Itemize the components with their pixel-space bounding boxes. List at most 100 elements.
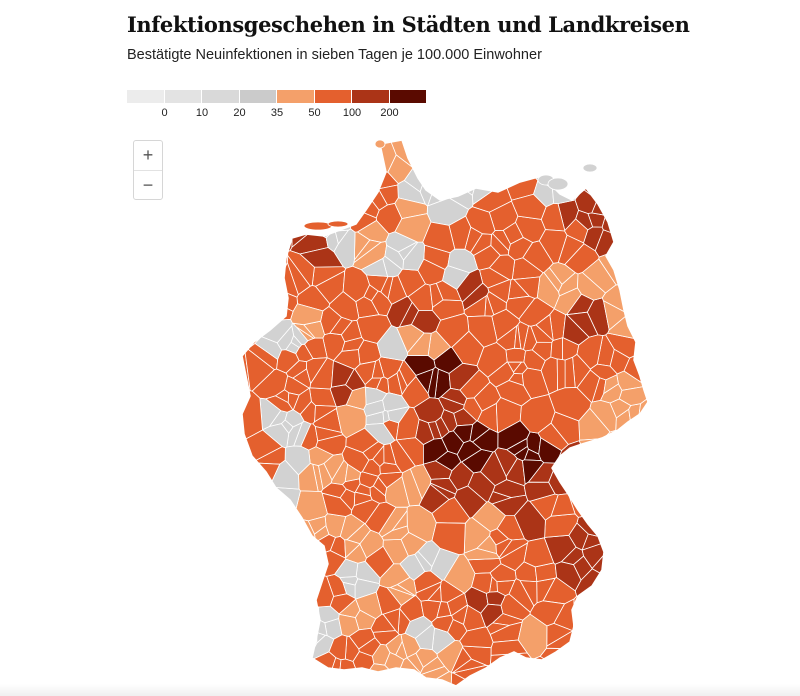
district-region[interactable] (535, 313, 554, 341)
district-region[interactable] (272, 193, 306, 224)
district-region[interactable] (556, 358, 566, 391)
district-region[interactable] (614, 533, 650, 573)
district-region[interactable] (230, 634, 275, 669)
district-region[interactable] (498, 138, 534, 159)
district-region[interactable] (513, 276, 541, 299)
district-region[interactable] (279, 620, 312, 653)
district-region[interactable] (230, 256, 277, 281)
district-region[interactable] (628, 484, 648, 506)
district-region[interactable] (335, 138, 351, 165)
district-region[interactable] (339, 147, 376, 186)
district-region[interactable] (269, 282, 286, 297)
district-region[interactable] (382, 608, 401, 635)
district-region[interactable] (280, 537, 297, 571)
district-region[interactable] (331, 360, 355, 388)
district-region[interactable] (633, 494, 650, 508)
district-region[interactable] (274, 580, 307, 610)
district-region[interactable] (413, 397, 445, 424)
district-region[interactable] (616, 427, 645, 453)
district-region[interactable] (285, 592, 311, 624)
district-region[interactable] (429, 482, 456, 500)
district-region[interactable] (341, 445, 370, 473)
district-region[interactable] (398, 301, 420, 328)
district-region[interactable] (254, 250, 289, 285)
district-region[interactable] (557, 234, 585, 265)
district-region[interactable] (314, 425, 344, 442)
district-region[interactable] (533, 155, 545, 172)
district-region[interactable] (465, 206, 496, 235)
district-region[interactable] (276, 349, 300, 374)
district-region[interactable] (581, 258, 617, 294)
district-region[interactable] (230, 173, 243, 193)
district-region[interactable] (441, 430, 465, 455)
district-region[interactable] (639, 431, 650, 458)
district-region[interactable] (603, 374, 619, 395)
district-region[interactable] (232, 503, 250, 522)
district-region[interactable] (607, 170, 631, 201)
district-region[interactable] (479, 138, 515, 172)
district-region[interactable] (535, 138, 550, 163)
district-region[interactable] (422, 138, 449, 164)
district-region[interactable] (230, 138, 272, 177)
district-region[interactable] (230, 235, 253, 274)
district-region[interactable] (599, 456, 620, 483)
district-region[interactable] (498, 538, 529, 560)
district-region[interactable] (314, 404, 338, 423)
district-region[interactable] (451, 604, 469, 625)
district-region[interactable] (611, 607, 630, 623)
district-region[interactable] (614, 211, 646, 249)
district-region[interactable] (353, 239, 382, 264)
district-region[interactable] (230, 481, 239, 514)
district-region[interactable] (620, 175, 645, 215)
district-region[interactable] (543, 267, 563, 293)
zoom-out-button[interactable]: − (134, 170, 162, 200)
district-region[interactable] (523, 481, 556, 502)
district-region[interactable] (587, 501, 617, 525)
district-region[interactable] (280, 419, 294, 434)
district-region[interactable] (601, 190, 624, 213)
district-region[interactable] (451, 658, 488, 674)
district-region[interactable] (328, 634, 348, 661)
district-region[interactable] (631, 173, 650, 223)
district-region[interactable] (334, 229, 350, 245)
district-region[interactable] (594, 138, 630, 169)
district-region[interactable] (310, 138, 332, 159)
district-region[interactable] (378, 563, 411, 589)
district-region[interactable] (601, 515, 636, 551)
district-region[interactable] (382, 409, 390, 423)
map-canvas[interactable] (230, 138, 650, 694)
district-region[interactable] (456, 268, 484, 303)
zoom-in-button[interactable]: + (142, 145, 154, 165)
district-region[interactable] (489, 528, 510, 546)
district-region[interactable] (230, 512, 255, 532)
district-region[interactable] (556, 652, 583, 679)
district-region[interactable] (230, 178, 259, 200)
district-region[interactable] (230, 191, 248, 215)
district-region[interactable] (256, 639, 287, 671)
district-region[interactable] (234, 205, 270, 224)
district-region[interactable] (273, 543, 284, 564)
district-region[interactable] (507, 237, 534, 261)
district-region[interactable] (579, 635, 612, 663)
district-region[interactable] (453, 138, 486, 159)
district-region[interactable] (625, 504, 650, 541)
district-region[interactable] (617, 138, 650, 176)
district-region[interactable] (414, 550, 433, 572)
district-region[interactable] (295, 170, 337, 193)
district-region[interactable] (419, 656, 446, 676)
district-region[interactable] (387, 154, 414, 185)
district-region[interactable] (354, 360, 377, 386)
district-region[interactable] (445, 138, 474, 167)
district-region[interactable] (383, 443, 397, 465)
district-region[interactable] (307, 515, 327, 535)
district-region[interactable] (575, 209, 594, 231)
district-region[interactable] (471, 572, 493, 594)
district-region[interactable] (269, 647, 293, 677)
district-region[interactable] (642, 236, 650, 264)
district-region[interactable] (260, 545, 277, 568)
district-region[interactable] (587, 460, 601, 484)
district-region[interactable] (380, 276, 394, 300)
district-region[interactable] (480, 603, 504, 628)
district-region[interactable] (511, 158, 537, 177)
district-region[interactable] (261, 149, 297, 182)
